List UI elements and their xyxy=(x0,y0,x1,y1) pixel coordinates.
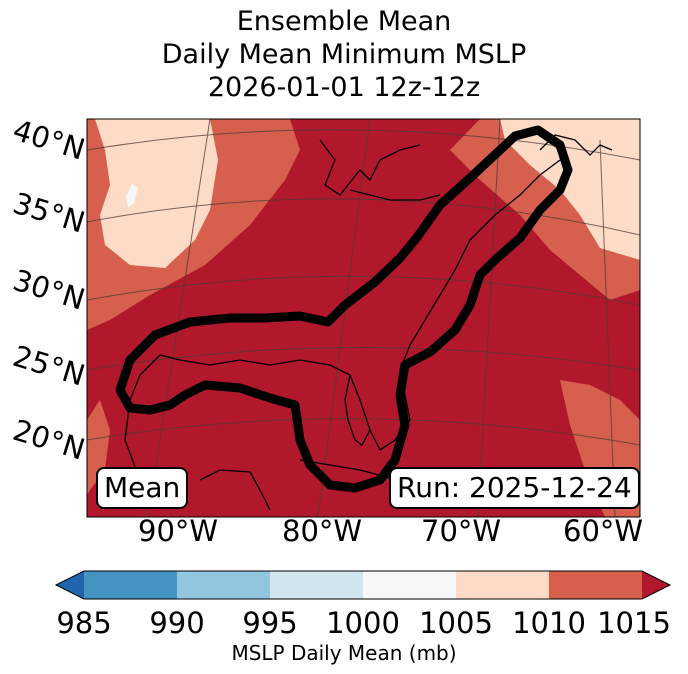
title-line-1: Ensemble Mean xyxy=(236,6,452,37)
fill-light-nw xyxy=(95,119,218,268)
colorbar-tick-1000: 1000 xyxy=(326,606,400,640)
lon-line-60 xyxy=(599,139,616,517)
mean-label-box: Mean xyxy=(96,467,189,509)
yucatan xyxy=(199,469,271,511)
fill-region-west xyxy=(87,400,110,495)
colorbar-outline xyxy=(54,570,672,600)
colorbar-segment-1010-1015 xyxy=(549,571,642,599)
colorbar-tick-1005: 1005 xyxy=(419,606,493,640)
colorbar-label: MSLP Daily Mean (mb) xyxy=(231,641,457,665)
lat-line-30 xyxy=(87,275,640,306)
colorbar-tick-990: 990 xyxy=(149,606,205,640)
fill-white-spot xyxy=(126,184,138,208)
colorbar-tick-1010: 1010 xyxy=(512,606,586,640)
colorbar-tick-1015: 1015 xyxy=(597,606,671,640)
great-lakes xyxy=(319,139,441,201)
fill-light-ne xyxy=(500,119,640,260)
title-line-2: Daily Mean Minimum MSLP xyxy=(161,39,527,70)
lon-line-80 xyxy=(317,119,371,517)
lon-line-70 xyxy=(477,119,501,517)
colorbar-tick-985: 985 xyxy=(56,606,112,640)
east-coast xyxy=(379,159,561,451)
lon-line-90 xyxy=(147,119,211,517)
colorbar-tick-995: 995 xyxy=(242,606,298,640)
lat-line-35 xyxy=(87,198,640,236)
colorbar-segment-985-990 xyxy=(84,571,177,599)
florida xyxy=(344,374,371,446)
run-date-box: Run: 2025-12-24 xyxy=(389,467,640,509)
lon-label-60: 60°W xyxy=(563,514,644,548)
colorbar-segment-1000-1005 xyxy=(363,571,456,599)
map-frame xyxy=(86,118,641,518)
lon-label-80: 80°W xyxy=(282,514,363,548)
colorbar-segment-990-995 xyxy=(177,571,270,599)
title-line-3: 2026-01-01 12z-12z xyxy=(207,72,481,103)
colorbar-extend-high xyxy=(642,571,670,599)
lon-label-90: 90°W xyxy=(138,514,219,548)
lat-line-25 xyxy=(87,347,640,371)
colorbar-extend-low xyxy=(56,571,84,599)
colorbar-segment-1005-1010 xyxy=(456,571,549,599)
lon-label-70: 70°W xyxy=(421,514,502,548)
gulf-coast xyxy=(124,354,381,501)
lat-line-20 xyxy=(87,418,640,446)
colorbar-segment-995-1000 xyxy=(270,571,363,599)
contour-1015 xyxy=(115,125,573,493)
